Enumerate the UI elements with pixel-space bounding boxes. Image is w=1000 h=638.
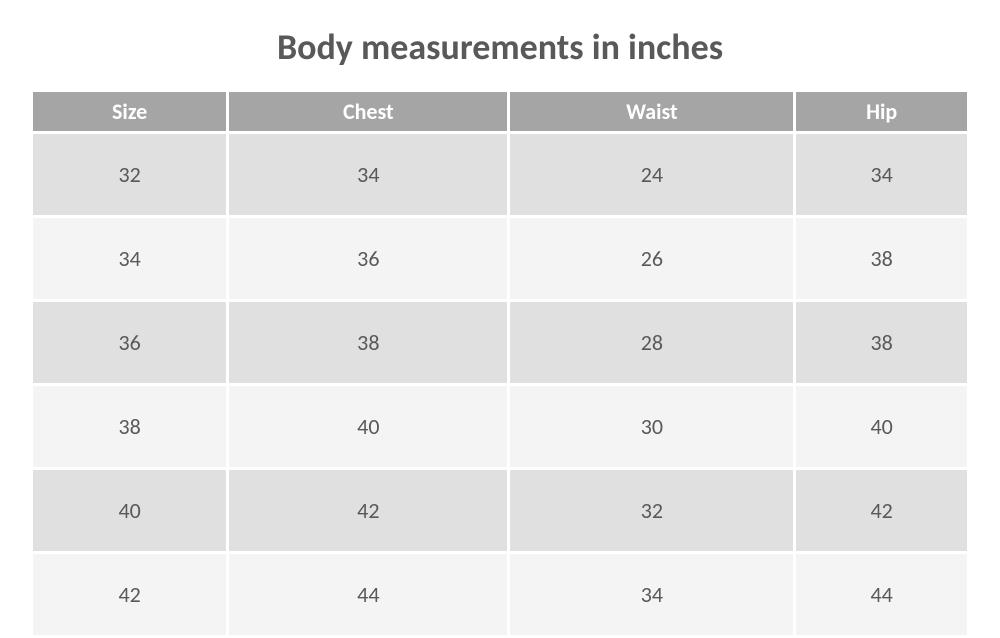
cell-chest: 40 [229, 386, 507, 467]
table-row: 38 40 30 40 [33, 386, 967, 467]
cell-chest: 36 [229, 218, 507, 299]
cell-size: 34 [33, 218, 226, 299]
table-header-row: Size Chest Waist Hip [33, 92, 967, 131]
table-row: 42 44 34 44 [33, 554, 967, 635]
cell-chest: 38 [229, 302, 507, 383]
cell-hip: 38 [796, 302, 967, 383]
cell-waist: 26 [510, 218, 793, 299]
cell-hip: 34 [796, 134, 967, 215]
cell-hip: 38 [796, 218, 967, 299]
table-row: 40 42 32 42 [33, 470, 967, 551]
cell-chest: 34 [229, 134, 507, 215]
cell-chest: 42 [229, 470, 507, 551]
col-header-hip: Hip [796, 92, 967, 131]
cell-waist: 34 [510, 554, 793, 635]
cell-hip: 42 [796, 470, 967, 551]
cell-size: 40 [33, 470, 226, 551]
col-header-chest: Chest [229, 92, 507, 131]
cell-size: 32 [33, 134, 226, 215]
cell-size: 38 [33, 386, 226, 467]
col-header-waist: Waist [510, 92, 793, 131]
cell-waist: 30 [510, 386, 793, 467]
col-header-size: Size [33, 92, 226, 131]
cell-size: 42 [33, 554, 226, 635]
cell-chest: 44 [229, 554, 507, 635]
cell-hip: 40 [796, 386, 967, 467]
table-row: 32 34 24 34 [33, 134, 967, 215]
cell-size: 36 [33, 302, 226, 383]
table-row: 34 36 26 38 [33, 218, 967, 299]
cell-hip: 44 [796, 554, 967, 635]
table-row: 36 38 28 38 [33, 302, 967, 383]
cell-waist: 24 [510, 134, 793, 215]
page-title: Body measurements in inches [30, 25, 970, 69]
measurements-table: Size Chest Waist Hip 32 34 24 34 34 36 2… [30, 89, 970, 638]
cell-waist: 28 [510, 302, 793, 383]
cell-waist: 32 [510, 470, 793, 551]
